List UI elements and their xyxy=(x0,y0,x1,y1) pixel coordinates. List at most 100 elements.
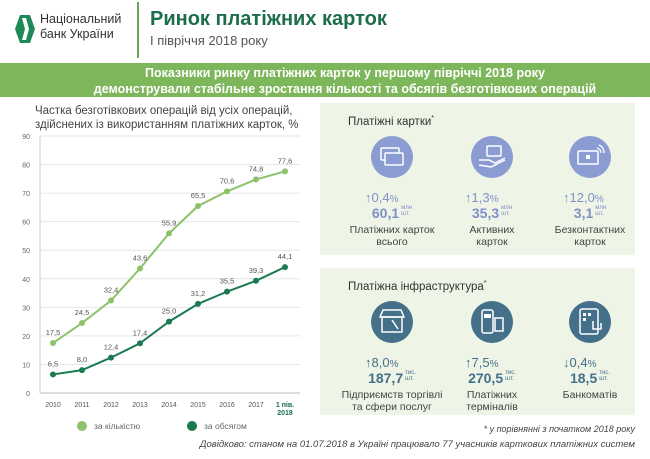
metric-value: 3,1 млн шт. xyxy=(573,205,607,221)
metric-value: 270,5 тис. шт. xyxy=(468,370,516,386)
summary-banner: Показники ринку платіжних карток у першо… xyxy=(0,63,650,97)
data-point xyxy=(253,277,259,284)
metric-label: Платіжних карток всього xyxy=(349,224,435,248)
y-tick-label: 60 xyxy=(22,220,30,227)
data-point xyxy=(108,297,114,304)
banner-line1: Показники ринку платіжних карток у першо… xyxy=(145,66,545,80)
data-label: 17,4 xyxy=(133,328,148,337)
change-value: ↑1,3% xyxy=(465,190,499,205)
cards-item: ↑0,4% 60,1 млн шт. Платіжних карток всього xyxy=(337,136,447,248)
metric-label: Активних карток xyxy=(469,224,515,248)
data-label: 44,1 xyxy=(278,252,293,261)
x-tick-label: 2012 xyxy=(103,402,119,409)
cards-panel-title: Платіжні картки* xyxy=(348,115,435,128)
reference-note: Довідково: станом на 01.07.2018 в Україн… xyxy=(199,439,635,450)
metric-label: Підприємств торгівлі та сфери послуг xyxy=(341,389,443,413)
x-tick-label: 1 пів. xyxy=(276,401,294,409)
x-tick-label: 2014 xyxy=(161,402,177,409)
metric-value: 60,1 млн шт. xyxy=(371,205,413,221)
data-label: 55,9 xyxy=(162,218,177,227)
x-tick-label: 2016 xyxy=(219,402,235,409)
data-point xyxy=(253,176,259,183)
y-tick-label: 50 xyxy=(22,248,30,255)
contactless-card-icon xyxy=(569,136,611,178)
cards-panel: Платіжні картки* ↑0,4% 60,1 млн шт. Платіж… xyxy=(320,103,635,255)
x-tick-label: 2017 xyxy=(248,402,264,409)
data-label: 17,5 xyxy=(46,328,61,337)
data-label: 8,0 xyxy=(77,355,87,364)
page-title: Ринок платіжних карток xyxy=(150,8,387,30)
y-tick-label: 30 xyxy=(22,305,30,312)
line-chart: 0 10 20 30 40 50 60 70 80 90 2010 2011 2012 2013 2014 2… xyxy=(22,134,300,431)
data-point xyxy=(282,168,288,175)
x-tick-label: 2015 xyxy=(190,402,206,409)
y-tick-label: 20 xyxy=(22,334,30,341)
data-label: 25,0 xyxy=(162,307,177,316)
infra-item: ↑7,5% 270,5 тис. шт. Платіжних терміналів xyxy=(437,301,547,413)
pos-terminal-icon xyxy=(471,301,513,343)
series-line-count xyxy=(52,170,286,344)
change-value: ↑8,0% xyxy=(365,355,399,370)
metric-value: 18,5 тис. шт. xyxy=(569,370,611,386)
infra-panel: Платіжна інфраструктура* ↑8,0% 187,7 тис.… xyxy=(320,268,635,415)
data-label: 6,5 xyxy=(48,359,58,368)
cards-item: ↑12,0% 3,1 млн шт. Безконтактних карток xyxy=(535,136,645,248)
infra-item: ↓0,4% 18,5 тис. шт. Банкоматів xyxy=(535,301,645,401)
data-point xyxy=(79,320,85,327)
change-value: ↑7,5% xyxy=(465,355,499,370)
data-label: 35,5 xyxy=(220,277,235,286)
x-tick-label: 2011 xyxy=(74,402,89,409)
y-tick-label: 70 xyxy=(22,191,30,198)
y-tick-label: 90 xyxy=(22,134,30,141)
legend-label: за обсягом xyxy=(204,421,247,431)
y-tick-label: 40 xyxy=(22,277,30,284)
change-value: ↓0,4% xyxy=(563,355,597,370)
cards-icon xyxy=(371,136,413,178)
metric-label: Безконтактних карток xyxy=(554,224,626,248)
header-divider xyxy=(137,2,139,58)
change-value: ↑12,0% xyxy=(563,190,604,205)
data-point xyxy=(50,371,56,378)
legend-marker xyxy=(77,421,87,431)
data-point xyxy=(108,354,114,361)
metric-label: Платіжних терміналів xyxy=(466,389,518,413)
infra-item: ↑8,0% 187,7 тис. шт. Підприємств торгівлі т… xyxy=(337,301,447,413)
data-label: 12,4 xyxy=(104,343,119,352)
data-label: 32,4 xyxy=(104,285,119,294)
cards-item: ↑1,3% 35,3 млн шт. Активних карток xyxy=(437,136,547,248)
card-in-hand-icon xyxy=(471,136,513,178)
data-label: 39,3 xyxy=(249,266,264,275)
data-point xyxy=(166,318,172,325)
data-point xyxy=(195,300,201,307)
page-subtitle: І півріччя 2018 року xyxy=(150,33,268,48)
x-tick-label: 2013 xyxy=(132,402,148,409)
x-tick-label: 2010 xyxy=(45,402,61,409)
footnote: * у порівнянні з початком 2018 року xyxy=(483,424,635,434)
data-label: 65,5 xyxy=(191,191,206,200)
nbu-logo-icon xyxy=(15,15,35,43)
shop-icon xyxy=(371,301,413,343)
data-point xyxy=(50,340,56,347)
y-tick-label: 80 xyxy=(22,163,30,170)
y-tick-label: 0 xyxy=(26,391,30,398)
nbu-logo-text: Національний банк України xyxy=(40,12,121,42)
data-label: 31,2 xyxy=(191,289,206,298)
metric-value: 187,7 тис. шт. xyxy=(368,370,416,386)
data-point xyxy=(137,340,143,347)
data-point xyxy=(195,202,201,209)
logo-line1: Національний xyxy=(40,12,122,26)
data-label: 77,6 xyxy=(278,156,293,165)
legend-marker xyxy=(187,421,197,431)
metric-label: Банкоматів xyxy=(562,389,618,401)
legend-label: за кількістю xyxy=(94,421,141,431)
banner-line2: демонстрували стабільне зростання кілько… xyxy=(93,82,597,96)
data-label: 43,6 xyxy=(133,253,148,262)
data-point xyxy=(224,288,230,295)
data-point xyxy=(282,264,288,271)
data-label: 24,5 xyxy=(75,308,90,317)
infra-panel-title: Платіжна інфраструктура* xyxy=(348,280,487,293)
data-label: 70,6 xyxy=(220,176,235,185)
data-point xyxy=(224,188,230,195)
chart-title: Частка безготівкових операцій від усіх о… xyxy=(35,105,299,131)
x-tick-label: 2018 xyxy=(277,410,293,417)
